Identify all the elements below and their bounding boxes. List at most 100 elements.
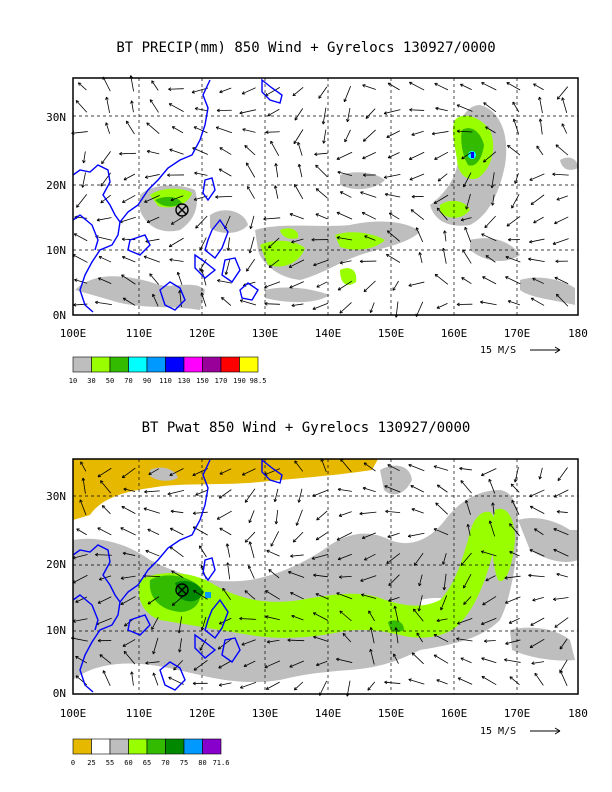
precip-wind-vector — [436, 303, 448, 309]
pwat-wind-vector — [463, 596, 472, 605]
precip-wind-vector — [171, 126, 184, 134]
pwat-wind-vector — [488, 478, 496, 494]
pwat-wind-vector — [337, 487, 352, 492]
precip-wind-vector — [512, 101, 520, 113]
precip-wind-vector — [169, 258, 184, 262]
precip-wind-vector — [485, 126, 496, 134]
pwat-wind-vector — [362, 486, 376, 493]
precip-wind-vector — [291, 238, 304, 244]
pwat-wind-vector — [529, 638, 545, 648]
precip-wind-vector — [101, 151, 111, 165]
pwat-wind-vector — [481, 676, 497, 686]
precip-legend-label: 150 — [196, 377, 209, 385]
pwat-wind-vector — [556, 572, 568, 578]
pwat-wind-vector — [294, 460, 304, 472]
pwat-wind-vector — [393, 605, 399, 622]
pwat-wind-vector — [200, 616, 207, 631]
pwat-wind-vector — [97, 527, 112, 536]
precip-wind-vector — [435, 106, 448, 112]
precip-wind-vector — [216, 108, 232, 113]
pwat-wind-vector — [148, 468, 160, 475]
precip-wind-vector — [490, 172, 495, 189]
precip-wind-vector — [316, 281, 328, 288]
precip-wind-vector — [554, 216, 569, 225]
precip-wind-vector — [315, 188, 328, 199]
pwat-wind-vector — [226, 562, 231, 580]
pwat-wind-vector — [122, 639, 136, 647]
precip-wind-vector — [247, 186, 255, 199]
pwat-wind-vector — [338, 511, 352, 517]
precip-wind-vector — [481, 233, 497, 242]
precip-wind-vector — [337, 170, 353, 176]
precip-wind-vector — [464, 226, 472, 243]
pwat-wind-vector — [413, 552, 424, 566]
precip-wind-vector — [561, 97, 568, 113]
precip-legend-label: 30 — [87, 377, 95, 385]
precip-wind-vector — [226, 237, 231, 251]
pwat-wind-vector — [120, 596, 136, 605]
precip-wind-vector — [239, 109, 257, 115]
precip-wind-vectors — [71, 75, 569, 318]
pwat-wind-vector — [528, 573, 545, 578]
pwat-wind-vector — [76, 528, 87, 536]
pwat-wind-vector — [386, 553, 401, 564]
pwat-legend-label: 0 — [71, 759, 75, 767]
precip-wind-vector — [98, 277, 112, 284]
precip-wind-vector — [289, 281, 304, 289]
precip-wind-vector — [270, 140, 280, 157]
precip-wind-vector — [122, 297, 136, 306]
pwat-wind-vector — [556, 510, 568, 514]
pwat-wind-vector — [459, 466, 472, 471]
pwat-wind-vector — [488, 520, 496, 537]
pwat-wind-vector — [369, 648, 375, 665]
precip-wind-vector — [219, 147, 232, 155]
precip-wind-vector — [288, 259, 305, 268]
pwat-wind-vector — [388, 596, 400, 602]
pwat-wind-vector — [387, 532, 400, 538]
precip-wind-vector — [386, 230, 400, 242]
pwat-wind-vector — [504, 658, 521, 663]
precip-wind-vector — [123, 173, 136, 181]
pwat-wind-vector — [529, 505, 545, 514]
precip-wind-vector — [507, 299, 520, 306]
pwat-wind-vector — [531, 661, 545, 665]
pwat-wind-vector — [509, 550, 520, 557]
pwat-wind-vector — [485, 575, 496, 582]
pwat-wind-vector — [413, 608, 424, 622]
precip-wind-vector — [169, 148, 184, 155]
precip-wind-vector — [318, 86, 328, 99]
pwat-wind-vector — [315, 593, 328, 600]
pwat-xtick-110e: 110E — [126, 707, 153, 720]
pwat-wind-vector — [312, 612, 329, 621]
pwat-wind-vector — [145, 661, 160, 665]
pwat-wind-vector — [265, 681, 280, 690]
pwat-wind-vector — [219, 468, 232, 475]
pwat-wind-vector — [268, 569, 280, 579]
precip-wind-vector — [339, 302, 352, 314]
precip-wind-vector — [536, 145, 544, 156]
pwat-legend-swatch — [72, 738, 92, 755]
precip-ytick-20: 20N — [46, 179, 66, 192]
precip-wind-vector — [81, 172, 86, 188]
precip-wind-vector — [388, 212, 400, 220]
pwat-wind-vector — [265, 590, 280, 600]
precip-wind-vector — [437, 173, 448, 182]
pwat-ytick-20: 20N — [46, 558, 66, 571]
pwat-wind-vector — [244, 488, 256, 503]
pwat-wind-vector — [287, 638, 305, 642]
precip-wind-vector — [152, 293, 159, 307]
precip-frame — [72, 77, 579, 316]
precip-wind-vector — [456, 302, 473, 307]
precip-wind-vector — [146, 216, 160, 224]
precip-wind-vector — [362, 152, 376, 160]
pwat-wind-vector — [460, 552, 472, 566]
pwat-wind-vector — [513, 467, 519, 483]
precip-wind-vector — [297, 163, 303, 178]
precip-wind-vector — [363, 280, 376, 293]
precip-wind-vector — [146, 149, 160, 155]
precip-wind-vector — [105, 96, 110, 114]
precip-wind-vector — [242, 128, 256, 133]
pwat-wind-vector — [316, 660, 328, 667]
precip-wind-vector — [246, 258, 256, 272]
precip-wind-vector — [556, 195, 568, 201]
